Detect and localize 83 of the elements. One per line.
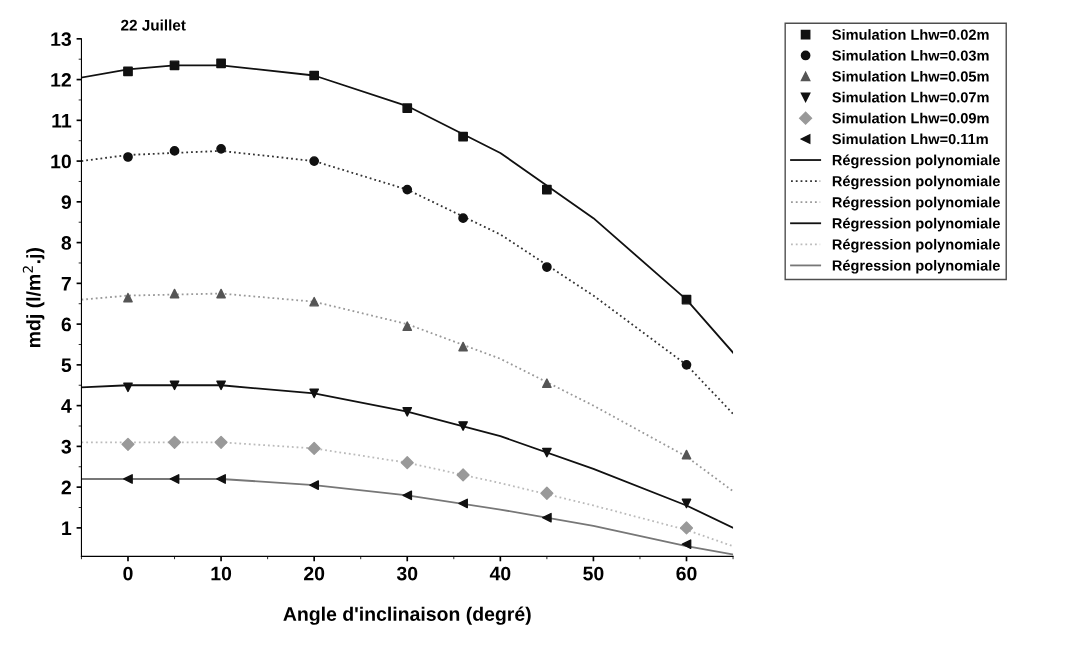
- x-tick-label: 10: [211, 566, 232, 581]
- point: [309, 388, 320, 399]
- point: [681, 294, 692, 305]
- x-tick-label: 20: [304, 566, 325, 581]
- x-tick-label: 40: [489, 566, 511, 581]
- point: [216, 143, 226, 154]
- legend-label: Régression polynomiale: [832, 259, 1000, 274]
- y-tick-label: 9: [61, 195, 72, 210]
- point: [216, 58, 226, 69]
- point: [123, 292, 133, 303]
- legend-label: Simulation Lhw=0.02m: [832, 29, 989, 40]
- x-tick-label: 30: [396, 566, 418, 581]
- point: [216, 380, 226, 391]
- point: [307, 441, 321, 456]
- legend-label: Régression polynomiale: [832, 196, 1000, 211]
- y-tick-label: 7: [61, 277, 71, 291]
- x-tick-label: 50: [583, 566, 604, 581]
- legend-label: Simulation Lhw=0.09m: [832, 112, 989, 124]
- legend-label: Régression polynomiale: [832, 154, 1000, 169]
- point: [681, 539, 692, 550]
- point: [167, 435, 182, 449]
- point: [542, 262, 552, 272]
- x-tick-label: 60: [676, 566, 697, 581]
- point: [123, 382, 133, 393]
- point: [216, 288, 226, 299]
- legend-label: Simulation Lhw=0.05m: [832, 70, 989, 82]
- y-tick-label: 8: [61, 236, 72, 250]
- legend-label: Régression polynomiale: [832, 217, 1000, 232]
- point: [402, 184, 413, 195]
- y-axis-title: mdj (l/m$^{2}$.j): [22, 248, 45, 347]
- point: [458, 213, 468, 224]
- legend-label: Simulation Lhw=0.11m: [832, 133, 988, 145]
- y-tick-label: 6: [61, 317, 72, 332]
- y-tick-label: 1: [62, 521, 72, 535]
- chart-title: 22 Juillet: [121, 19, 186, 31]
- y-tick-label: 4: [61, 399, 72, 413]
- point: [309, 296, 320, 307]
- y-tick-label: 3: [61, 439, 72, 454]
- point: [681, 449, 692, 460]
- point: [400, 456, 414, 470]
- point: [681, 360, 692, 370]
- point: [123, 66, 133, 77]
- point: [681, 498, 692, 509]
- point: [214, 435, 228, 449]
- point: [169, 60, 180, 71]
- y-tick-label: 12: [51, 73, 71, 87]
- legend-label: Simulation Lhw=0.03m: [832, 50, 989, 61]
- point: [309, 480, 320, 490]
- point: [456, 468, 470, 482]
- point: [458, 131, 468, 142]
- point: [309, 156, 320, 166]
- point: [169, 288, 180, 299]
- point: [542, 184, 552, 195]
- point: [121, 437, 135, 451]
- point: [402, 406, 413, 417]
- point: [540, 486, 554, 500]
- y-tick-label: 10: [51, 154, 71, 169]
- point: [542, 447, 552, 458]
- point: [169, 146, 180, 156]
- point: [402, 103, 413, 113]
- point: [402, 321, 413, 332]
- point: [216, 474, 226, 484]
- point: [309, 70, 320, 81]
- x-axis-title: Angle d'inclinaison (degré): [283, 606, 531, 625]
- legend-label: Simulation Lhw=0.07m: [832, 91, 989, 103]
- legend-label: Régression polynomiale: [832, 175, 1000, 190]
- point: [458, 421, 468, 431]
- point: [679, 521, 694, 535]
- point: [542, 512, 552, 523]
- point: [458, 498, 468, 509]
- y-tick-label: 13: [51, 32, 72, 47]
- point: [123, 474, 133, 484]
- point: [402, 490, 413, 501]
- y-tick-label: 11: [52, 114, 72, 128]
- y-tick-label: 5: [61, 358, 72, 373]
- legend-label: Régression polynomiale: [832, 238, 1000, 253]
- y-tick-label: 2: [61, 480, 71, 495]
- point: [542, 378, 552, 389]
- point: [458, 341, 468, 352]
- point: [169, 474, 180, 484]
- x-tick-label: 0: [123, 566, 133, 581]
- point: [169, 380, 180, 391]
- point: [123, 152, 133, 162]
